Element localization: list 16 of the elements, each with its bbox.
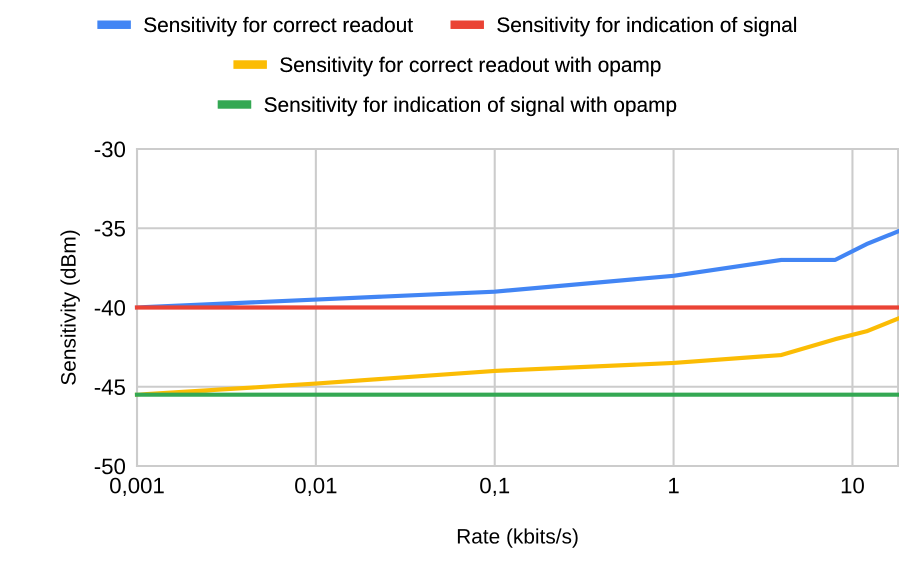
- x-axis-title: Rate (kbits/s): [458, 528, 578, 548]
- y-tick-label: -35: [94, 220, 125, 237]
- y-tick-label: -50: [94, 458, 126, 474]
- y-tick-label: -40: [94, 300, 126, 316]
- legend-label: Sensitivity for correct readout: [144, 16, 413, 36]
- x-tick-label: 0,001: [110, 478, 164, 496]
- legend-label: Sensitivity for indication of signal: [497, 16, 796, 36]
- y-tick-label: -30: [94, 142, 126, 158]
- x-tick-label: 1: [669, 478, 679, 494]
- x-tick-label: 0,01: [295, 478, 336, 496]
- legend-label: Sensitivity for indication of signal with opamp: [264, 96, 676, 116]
- x-tick-label: 10: [842, 478, 864, 494]
- x-tick-label: 0,1: [480, 478, 510, 496]
- y-axis-title: Sensitivity (dBm): [60, 230, 80, 385]
- legend-label: Sensitivity for correct readout with opamp: [280, 56, 661, 76]
- y-tick-label: -45: [94, 380, 125, 396]
